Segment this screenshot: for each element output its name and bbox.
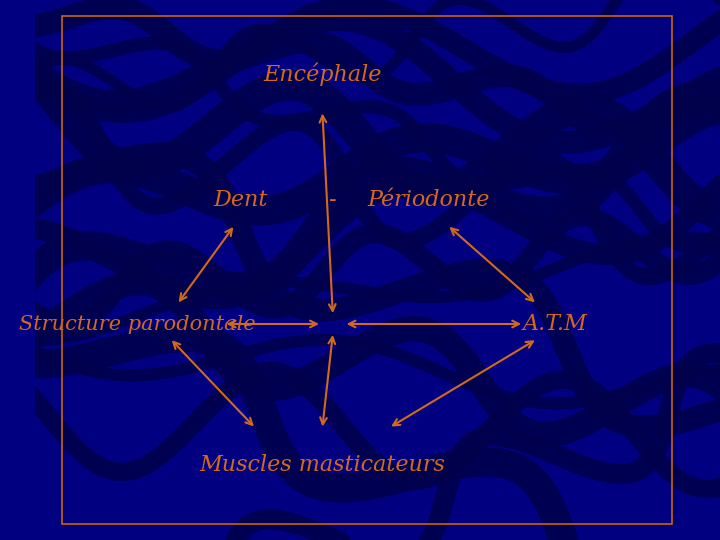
Text: Structure parodontale: Structure parodontale <box>19 314 256 334</box>
Text: Encéphale: Encéphale <box>264 63 382 86</box>
Text: Dent: Dent <box>213 189 267 211</box>
Text: Périodonte: Périodonte <box>367 189 490 211</box>
Text: Muscles masticateurs: Muscles masticateurs <box>199 454 446 476</box>
Text: -: - <box>329 189 336 211</box>
Text: A.T.M: A.T.M <box>523 313 588 335</box>
